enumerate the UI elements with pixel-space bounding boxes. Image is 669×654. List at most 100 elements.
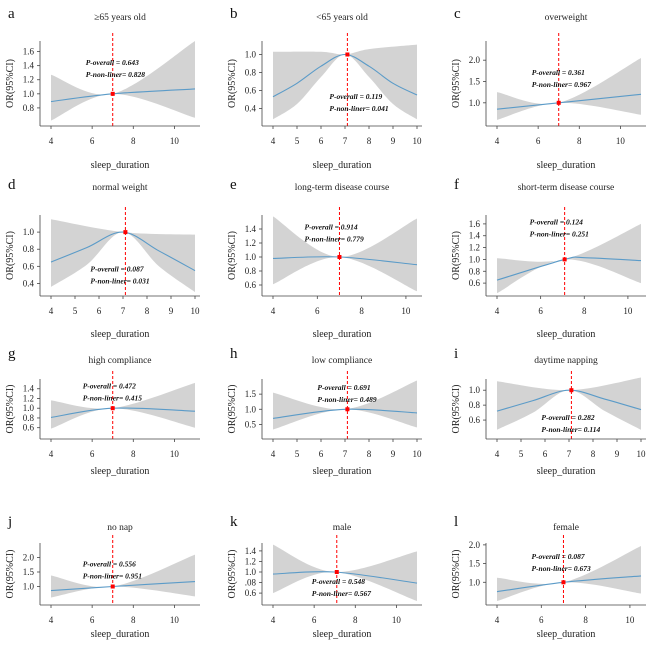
panel-letter: j — [7, 514, 12, 530]
x-tick-label: 7 — [343, 136, 348, 146]
y-tick-label: 0.8 — [469, 266, 481, 276]
y-tick-label: 1.2 — [469, 243, 480, 253]
panel-title: normal weight — [92, 183, 148, 193]
x-tick-label: 4 — [495, 449, 500, 459]
x-tick-label: 8 — [577, 136, 582, 146]
y-axis-label: OR(95%CI) — [451, 385, 462, 434]
x-axis-label: sleep_duration — [537, 466, 596, 477]
y-tick-label: 1.5 — [469, 559, 481, 569]
y-tick-label: 1.4 — [23, 384, 35, 394]
x-tick-label: 6 — [543, 449, 548, 459]
confidence-band — [51, 219, 195, 292]
y-tick-label: 1.4 — [23, 61, 35, 71]
x-tick-label: 8 — [591, 449, 596, 459]
x-tick-label: 6 — [312, 615, 317, 625]
x-axis-label: sleep_duration — [313, 160, 372, 171]
x-tick-label: 6 — [315, 306, 320, 316]
p-nonlinear-text: P-non-liner= 0.779 — [304, 235, 364, 244]
or-curve — [50, 231, 196, 272]
chart-panel-f: 0.6 0.8 1.01.2 1.4 1.6 4 6 8 10 f short-term disea… — [451, 177, 646, 340]
p-overall-text: P-overall = 0.087 — [531, 552, 584, 561]
panel-letter: l — [454, 514, 458, 530]
p-overall-text: P-overall = 0.124 — [530, 218, 583, 227]
x-tick-label: 6 — [536, 136, 541, 146]
x-tick-label: 9 — [169, 306, 174, 316]
y-axis-label: OR(95%CI) — [451, 231, 462, 280]
y-tick-label: 1.0 — [23, 227, 35, 237]
y-axis-label: OR(95%CI) — [227, 385, 238, 434]
y-tick-label: .08 — [245, 578, 257, 588]
x-tick-label: 10 — [623, 306, 633, 316]
y-axis-label: OR(95%CI) — [227, 59, 238, 108]
x-tick-label: 6 — [97, 306, 102, 316]
x-tick-label: 8 — [582, 306, 587, 316]
x-tick-label: 6 — [539, 615, 544, 625]
confidence-band — [51, 382, 195, 429]
panel-title: low compliance — [312, 356, 372, 366]
or-curve — [496, 389, 642, 412]
reference-point — [561, 580, 566, 585]
p-overall-text: P-overall = 0.361 — [532, 68, 585, 77]
chart-panel-l: 1.0 1.5 2.0 4 6 8 10 l female OR(95%CI) sleep_dura… — [451, 514, 646, 640]
p-overall-text: P-overall = 0.472 — [83, 382, 136, 391]
y-axis-label: OR(95%CI) — [5, 550, 16, 599]
y-tick-label: 0.8 — [245, 68, 257, 78]
reference-point — [569, 388, 574, 393]
x-tick-label: 8 — [131, 449, 136, 459]
y-tick-label: 1.2 — [245, 238, 256, 248]
y-tick-label: 1.0 — [469, 254, 481, 264]
x-axis-label: sleep_duration — [313, 466, 372, 477]
y-tick-label: 0.8 — [245, 266, 257, 276]
y-tick-label: 1.4 — [469, 231, 481, 241]
p-nonlinear-text: P-non-liner= 0.415 — [83, 394, 143, 403]
y-tick-label: 0.8 — [469, 400, 481, 410]
y-tick-label: 0.6 — [23, 423, 35, 433]
x-tick-label: 10 — [170, 136, 180, 146]
x-tick-label: 8 — [367, 136, 372, 146]
x-axis-label: sleep_duration — [537, 629, 596, 640]
x-axis-label: sleep_duration — [91, 629, 150, 640]
p-nonlinear-text: P-non-liner= 0.828 — [86, 70, 146, 79]
confidence-band — [51, 41, 195, 121]
y-tick-label: 2.0 — [469, 540, 481, 550]
x-axis-label: sleep_duration — [91, 329, 150, 340]
panel-letter: i — [454, 346, 458, 362]
x-tick-label: 6 — [538, 306, 543, 316]
x-tick-label: 4 — [49, 136, 54, 146]
y-tick-label: 0.6 — [469, 278, 481, 288]
y-tick-label: 1.5 — [23, 567, 35, 577]
x-tick-label: 7 — [343, 449, 348, 459]
x-tick-label: 10 — [191, 306, 201, 316]
confidence-band — [497, 377, 641, 430]
p-nonlinear-text: P-non-liner= 0.567 — [312, 589, 372, 598]
x-tick-label: 9 — [391, 136, 396, 146]
y-tick-label: 0.6 — [245, 280, 257, 290]
p-nonlinear-text: P-non-liner= 0.041 — [329, 104, 388, 113]
x-tick-label: 4 — [495, 615, 500, 625]
chart-panel-g: 0.60.81.01.21.4 4 6 8 10 g high compliance OR(9… — [5, 346, 200, 477]
x-tick-label: 6 — [90, 136, 95, 146]
x-axis-label: sleep_duration — [313, 629, 372, 640]
y-tick-label: 1.0 — [245, 567, 257, 577]
panel-title: short-term disease course — [518, 183, 615, 193]
x-axis-label: sleep_duration — [313, 329, 372, 340]
x-tick-label: 6 — [90, 615, 95, 625]
y-tick-label: 0.8 — [23, 244, 35, 254]
x-tick-label: 6 — [319, 136, 324, 146]
chart-panel-d: 0.4 0.6 0.8 1.0 4 5 6 7 8 9 10 d normal weight OR(95%… — [5, 177, 201, 340]
x-tick-label: 9 — [615, 449, 620, 459]
x-axis-label: sleep_duration — [537, 160, 596, 171]
x-tick-label: 6 — [90, 449, 95, 459]
x-tick-label: 4 — [49, 615, 54, 625]
x-tick-label: 8 — [583, 615, 588, 625]
y-tick-label: 0.6 — [469, 415, 481, 425]
x-tick-label: 4 — [49, 306, 54, 316]
y-tick-label: 1.0 — [23, 582, 35, 592]
reference-point — [334, 570, 339, 574]
p-overall-text: P-overall = 0.643 — [86, 58, 139, 67]
p-nonlinear-text: P-non-liner= 0.951 — [83, 572, 142, 581]
y-tick-label: 1.0 — [469, 98, 481, 108]
x-tick-label: 9 — [391, 449, 396, 459]
x-tick-label: 10 — [170, 449, 180, 459]
p-overall-text: P-overall = 0.119 — [329, 92, 382, 101]
